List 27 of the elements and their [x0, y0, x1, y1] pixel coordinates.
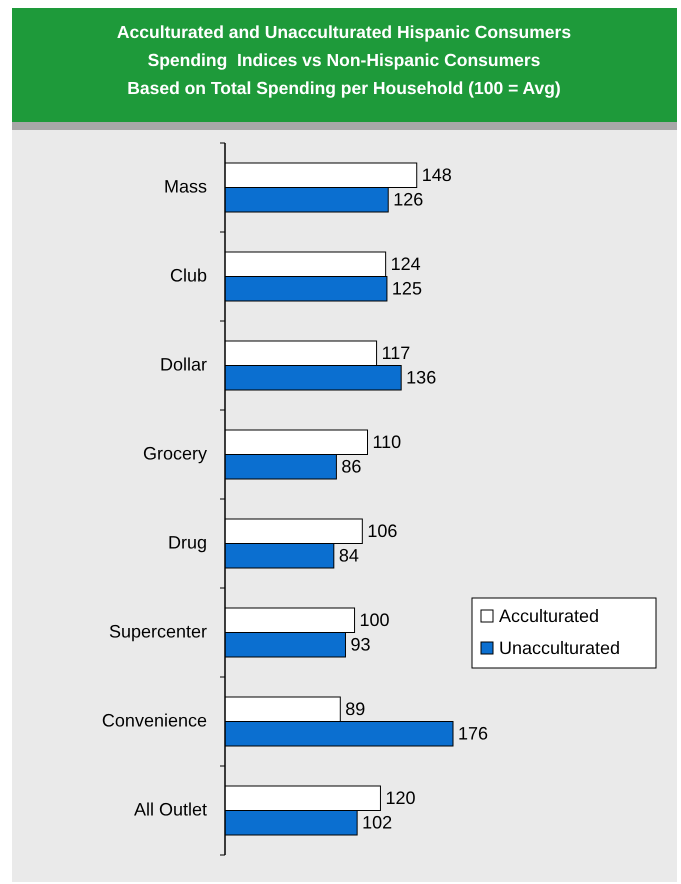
legend-label: Acculturated [499, 606, 600, 626]
data-label: 124 [390, 254, 421, 274]
data-label: 117 [382, 343, 410, 363]
data-label: 84 [338, 546, 359, 566]
y-tick-label: Grocery [142, 443, 207, 464]
data-label: 176 [458, 724, 488, 744]
y-tick-label: Drug [168, 532, 207, 552]
data-label: 102 [362, 812, 392, 832]
y-tick-label: All Outlet [134, 799, 207, 820]
y-tick-label: Club [170, 265, 207, 286]
data-label: 106 [367, 521, 398, 541]
data-label: 148 [422, 165, 452, 185]
data-label: 89 [345, 699, 366, 719]
chart-title: Acculturated and Unacculturated Hispanic Consumers Spending Indices vs Non-Hispanic Consumers Based on Total Spending per Household (100 = Avg) [116, 22, 572, 98]
data-label: 100 [360, 610, 390, 630]
data-label: 110 [372, 432, 402, 452]
data-label: 136 [406, 368, 436, 388]
data-label: 126 [393, 190, 424, 210]
data-label: 125 [392, 278, 422, 298]
legend-label: Unacculturated [499, 638, 620, 658]
y-tick-label: Convenience [102, 710, 207, 730]
y-tick-label: Dollar [160, 354, 208, 374]
data-label: 86 [341, 456, 362, 476]
y-tick-label: Mass [164, 176, 207, 196]
data-label: 93 [350, 634, 371, 654]
y-tick-label: Supercenter [108, 621, 208, 642]
data-label: 120 [385, 788, 416, 808]
